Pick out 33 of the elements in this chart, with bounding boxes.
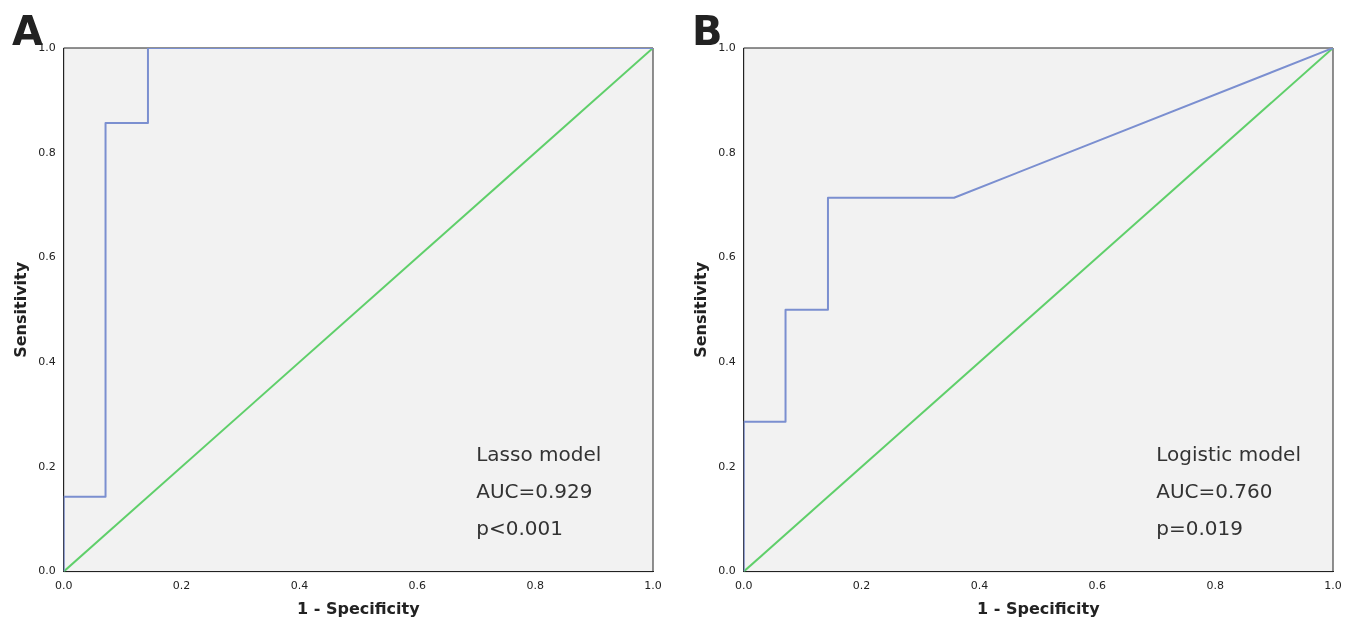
y-tick-label: 0.6 xyxy=(718,250,736,264)
y-tick-label: 0.6 xyxy=(38,250,56,264)
x-tick-label: 0.4 xyxy=(290,579,309,593)
y-tick-label: 0.0 xyxy=(718,564,736,578)
annotation: Lasso model xyxy=(476,441,602,466)
y-tick-label: 0.4 xyxy=(718,355,736,369)
x-tick-label: 1.0 xyxy=(1324,579,1342,593)
x-tick-label: 0.8 xyxy=(1206,579,1224,593)
x-tick-label: 0.0 xyxy=(54,579,73,593)
x-tick-label: 0.0 xyxy=(734,579,753,593)
y-tick-label: 0.8 xyxy=(38,145,56,159)
x-tick-label: 0.4 xyxy=(970,579,989,593)
y-tick-label: 0.2 xyxy=(38,459,56,473)
annotation: AUC=0.760 xyxy=(1156,478,1273,503)
y-tick-label: 0.0 xyxy=(38,564,56,578)
x-axis-title: 1 - Specificity xyxy=(977,598,1101,618)
x-tick-label: 0.8 xyxy=(526,579,544,593)
y-tick-label: 0.2 xyxy=(718,459,736,473)
x-axis-title: 1 - Specificity xyxy=(297,598,421,618)
x-tick-label: 0.2 xyxy=(852,579,871,593)
y-tick-label: 0.4 xyxy=(38,355,56,369)
x-tick-label: 0.6 xyxy=(1088,579,1107,593)
annotation: p=0.019 xyxy=(1156,515,1243,540)
annotation: Logistic model xyxy=(1156,441,1301,466)
annotation: p<0.001 xyxy=(476,515,563,540)
annotation: AUC=0.929 xyxy=(476,478,593,503)
x-tick-label: 0.2 xyxy=(172,579,191,593)
y-tick-label: 1.0 xyxy=(718,40,736,54)
y-axis-title: Sensitivity xyxy=(690,261,710,358)
x-tick-label: 1.0 xyxy=(644,579,662,593)
y-tick-label: 0.8 xyxy=(718,145,736,159)
x-tick-label: 0.6 xyxy=(408,579,427,593)
y-axis-title: Sensitivity xyxy=(10,261,30,358)
